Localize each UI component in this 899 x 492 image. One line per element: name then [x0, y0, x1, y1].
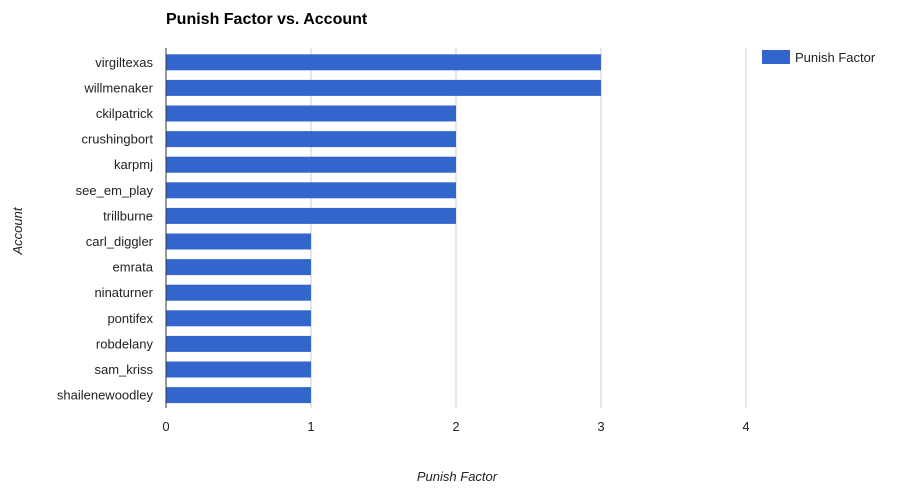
chart-title: Punish Factor vs. Account [166, 11, 368, 28]
gridlines [310, 48, 747, 408]
x-tick-label: 0 [162, 419, 169, 434]
x-tick-label: 2 [452, 419, 459, 434]
bar-virgiltexas[interactable] [166, 54, 601, 71]
y-axis-title: Account [10, 206, 25, 255]
bar-robdelany[interactable] [166, 335, 311, 352]
x-tick-label: 3 [597, 419, 604, 434]
legend-swatch [762, 50, 790, 64]
category-label: robdelany [96, 336, 154, 351]
x-tick-label: 1 [307, 419, 314, 434]
bar-carl_diggler[interactable] [166, 233, 311, 250]
bar-pontifex[interactable] [166, 310, 311, 327]
category-label: sam_kriss [94, 362, 153, 377]
category-label: crushingbort [81, 132, 153, 147]
category-label: see_em_play [76, 183, 154, 198]
category-label: ckilpatrick [96, 106, 154, 121]
bar-shailenewoodley[interactable] [166, 387, 311, 404]
category-labels: virgiltexas willmenaker ckilpatrick crushin… [57, 55, 154, 403]
bar-see_em_play[interactable] [166, 182, 456, 199]
category-label: virgiltexas [95, 55, 153, 70]
bar-willmenaker[interactable] [166, 79, 601, 96]
category-label: karpmj [114, 157, 153, 172]
category-label: carl_diggler [86, 234, 154, 249]
bar-emrata[interactable] [166, 259, 311, 276]
category-label: ninaturner [94, 285, 153, 300]
bar-karpmj[interactable] [166, 156, 456, 173]
bar-trillburne[interactable] [166, 207, 456, 224]
bars [166, 54, 601, 404]
category-label: trillburne [103, 208, 153, 223]
x-axis-title: Punish Factor [417, 469, 498, 484]
category-label: shailenewoodley [57, 388, 154, 403]
legend-label: Punish Factor [795, 50, 876, 65]
category-label: willmenaker [83, 80, 153, 95]
bar-crushingbort[interactable] [166, 131, 456, 148]
category-label: emrata [113, 260, 154, 275]
bar-ninaturner[interactable] [166, 284, 311, 301]
legend[interactable]: Punish Factor [762, 50, 876, 65]
bar-sam_kriss[interactable] [166, 361, 311, 378]
category-label: pontifex [107, 311, 153, 326]
x-tick-labels: 0 1 2 3 4 [162, 419, 749, 434]
x-tick-label: 4 [742, 419, 749, 434]
bar-ckilpatrick[interactable] [166, 105, 456, 122]
